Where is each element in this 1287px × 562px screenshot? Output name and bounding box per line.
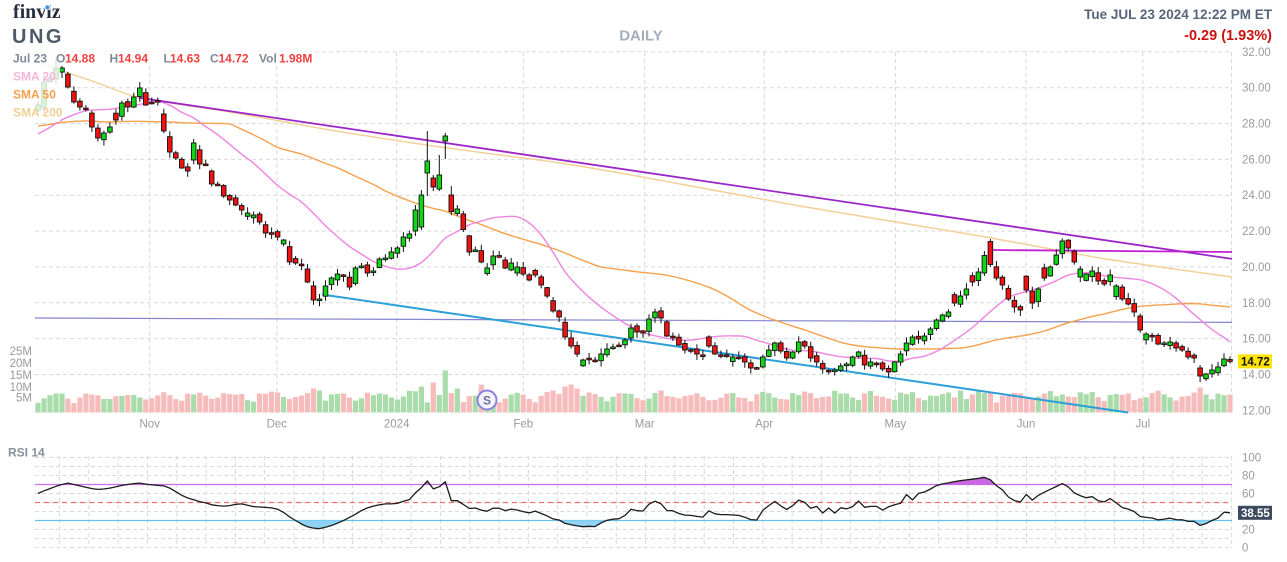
svg-text:80: 80 [1242,471,1255,483]
svg-text:O: O [56,52,65,66]
svg-text:SMA 20: SMA 20 [13,70,56,84]
svg-text:24.00: 24.00 [1242,190,1271,202]
svg-text:H: H [110,52,119,66]
svg-text:UNG: UNG [12,26,64,48]
svg-text:Feb: Feb [513,419,533,431]
svg-text:12.00: 12.00 [1242,405,1271,417]
svg-text:28.00: 28.00 [1242,119,1271,131]
svg-text:38.55: 38.55 [1241,508,1270,520]
svg-text:30.00: 30.00 [1242,83,1271,95]
svg-text:May: May [885,419,907,431]
svg-text:finviz: finviz [13,2,61,23]
svg-text:C: C [210,52,219,66]
svg-text:20M: 20M [10,358,32,370]
svg-text:Jun: Jun [1017,419,1036,431]
svg-text:100: 100 [1242,453,1261,465]
svg-text:SMA 50: SMA 50 [13,88,56,102]
svg-text:26.00: 26.00 [1242,154,1271,166]
svg-text:14.00: 14.00 [1242,370,1271,382]
svg-text:14.88: 14.88 [65,52,95,66]
svg-text:60: 60 [1242,489,1255,501]
svg-text:20: 20 [1242,525,1255,537]
svg-text:1.98M: 1.98M [279,52,312,66]
svg-text:Apr: Apr [755,419,773,431]
svg-text:2024: 2024 [384,419,410,431]
svg-text:14.72: 14.72 [1241,356,1270,368]
svg-text:16.00: 16.00 [1242,334,1271,346]
svg-text:S: S [483,393,491,407]
svg-text:15M: 15M [10,370,32,382]
svg-text:RSI 14: RSI 14 [8,446,45,460]
svg-text:Tue JUL 23 2024 12:22 PM ET: Tue JUL 23 2024 12:22 PM ET [1084,7,1273,22]
svg-text:0: 0 [1242,543,1248,555]
svg-text:SMA 200: SMA 200 [13,106,63,120]
svg-text:-0.29 (1.93%): -0.29 (1.93%) [1184,28,1272,44]
svg-text:Vol: Vol [259,52,277,66]
svg-text:Nov: Nov [139,419,160,431]
svg-text:25M: 25M [10,346,32,358]
svg-text:22.00: 22.00 [1242,226,1271,238]
svg-text:Jul: Jul [1135,419,1150,431]
svg-text:14.94: 14.94 [118,52,148,66]
svg-text:20.00: 20.00 [1242,262,1271,274]
svg-text:Mar: Mar [635,419,655,431]
svg-text:14.72: 14.72 [219,52,249,66]
svg-text:14.63: 14.63 [170,52,200,66]
svg-text:L: L [164,52,171,66]
svg-text:32.00: 32.00 [1242,47,1271,59]
svg-text:18.00: 18.00 [1242,298,1271,310]
svg-text:Jul 23: Jul 23 [13,52,47,66]
svg-text:5M: 5M [16,393,32,405]
svg-text:DAILY: DAILY [619,28,663,45]
svg-text:Dec: Dec [267,419,288,431]
svg-text:10M: 10M [10,382,32,394]
